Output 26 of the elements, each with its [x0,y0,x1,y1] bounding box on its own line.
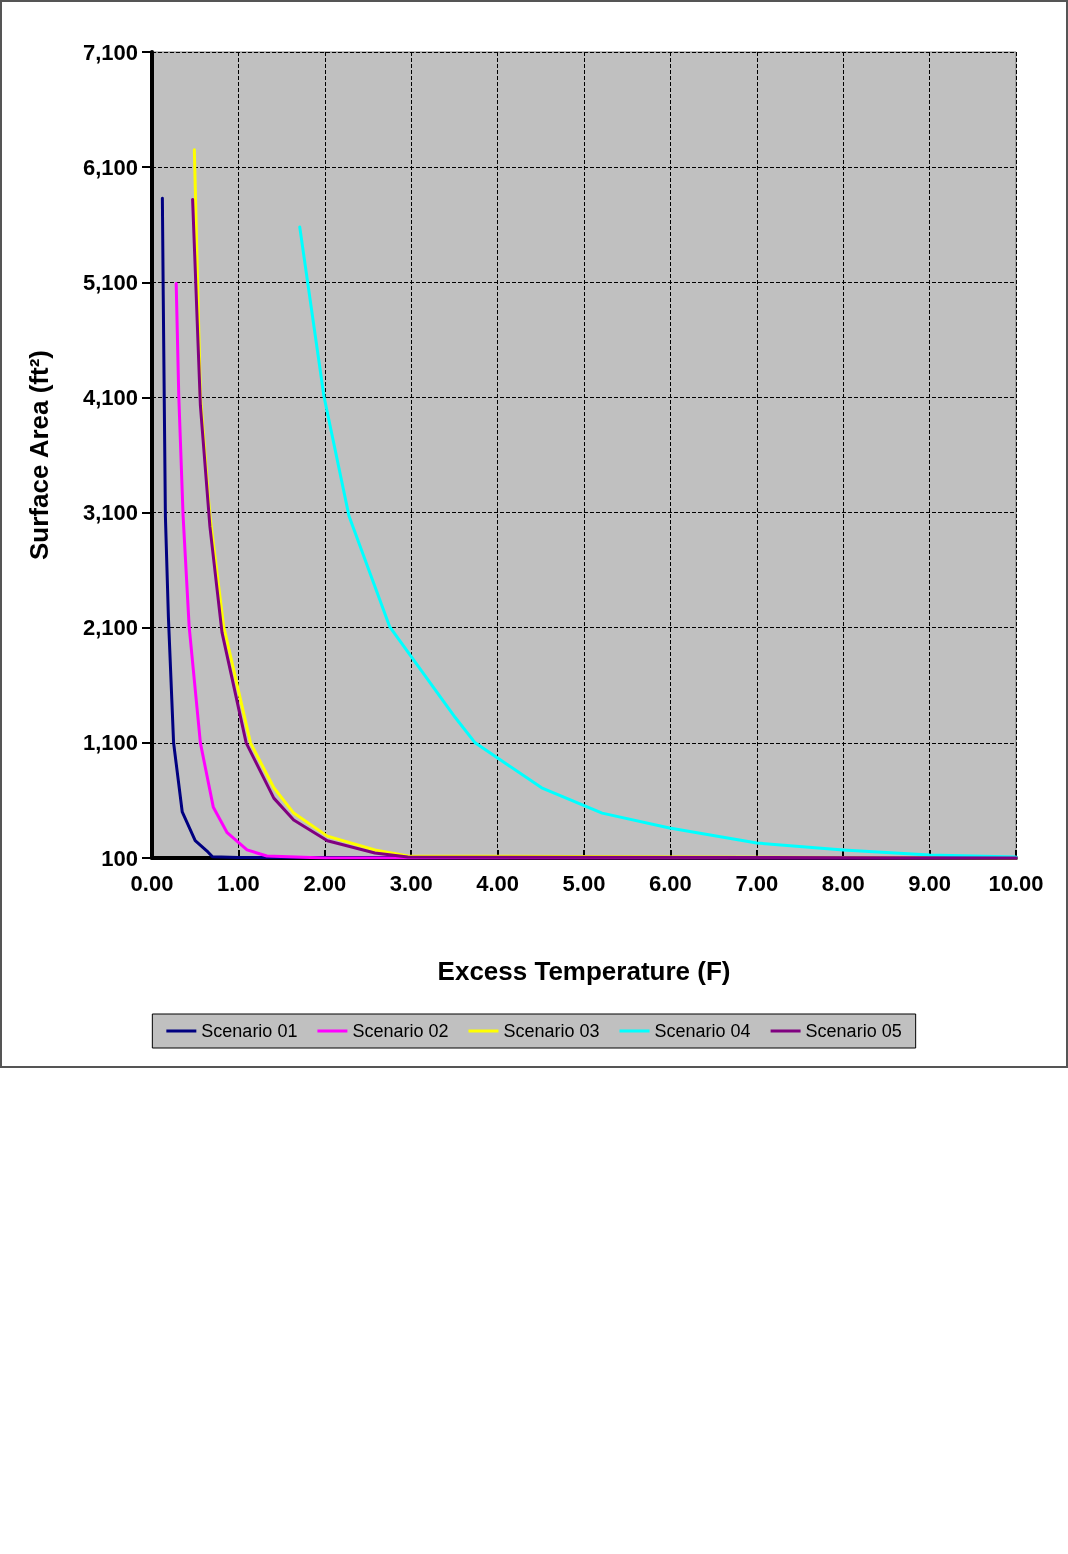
x-tick-label: 7.00 [735,870,779,896]
legend-label: Scenario 03 [503,1021,600,1041]
x-tick-label: 4.00 [476,870,520,896]
y-tick-label: 1,100 [82,730,138,756]
x-tick-label: 9.00 [908,870,952,896]
x-tick-label: 2.00 [303,870,347,896]
y-tick-label: 5,100 [82,269,138,295]
y-tick-label: 2,100 [82,615,138,641]
x-tick-label: 10.00 [988,870,1044,896]
y-tick-label: 3,100 [82,500,138,526]
legend-label: Scenario 01 [201,1021,298,1041]
x-tick-label: 8.00 [821,870,865,896]
x-tick-label: 5.00 [562,870,606,896]
y-tick-label: 4,100 [82,384,138,410]
y-tick-label: 100 [101,845,138,871]
x-axis-title: Excess Temperature (F) [437,956,731,986]
y-tick-label: 6,100 [82,154,138,180]
y-axis-title: Surface Area (ft²) [24,350,54,560]
legend-label: Scenario 05 [805,1021,902,1041]
x-tick-label: 3.00 [389,870,433,896]
x-tick-label: 0.00 [130,870,174,896]
legend-label: Scenario 02 [352,1021,449,1041]
y-tick-label: 7,100 [82,39,138,65]
legend-label: Scenario 04 [654,1021,751,1041]
x-tick-label: 6.00 [648,870,692,896]
x-tick-label: 1.00 [216,870,260,896]
